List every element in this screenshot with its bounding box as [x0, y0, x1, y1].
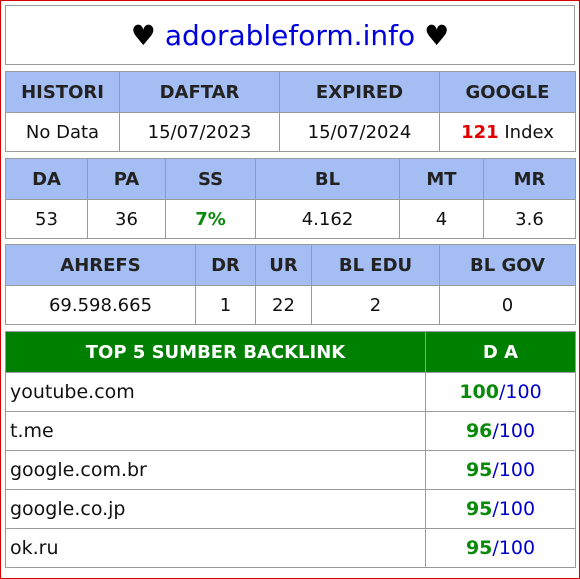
table-row: google.co.jp 95/100 — [5, 489, 576, 529]
da-value: 53 — [5, 199, 88, 239]
backlink-da-sep: / — [492, 459, 499, 481]
dr-value: 1 — [195, 285, 256, 325]
backlink-da-cell: 95/100 — [425, 450, 576, 490]
heart-left-icon: ♥ — [130, 18, 156, 52]
heart-right-icon: ♥ — [424, 18, 450, 52]
backlink-da-value: 96 — [465, 420, 493, 442]
backlink-da-value: 95 — [465, 498, 493, 520]
backlink-da-max: 100 — [498, 498, 536, 520]
header-daftar: DAFTAR — [119, 71, 280, 113]
header-mt: MT — [399, 158, 484, 200]
header-histori: HISTORI — [5, 71, 120, 113]
expiry-date: 15/07/2024 — [279, 112, 440, 152]
header-da: DA — [5, 158, 88, 200]
header-ahrefs: AHREFS — [5, 244, 196, 286]
backlink-da-cell: 95/100 — [425, 489, 576, 529]
pa-value: 36 — [87, 199, 166, 239]
bl-value: 4.162 — [255, 199, 400, 239]
header-bl-gov: BL GOV — [439, 244, 576, 286]
metrics-table: DA PA SS BL MT MR 53 36 7% 4.162 4 3.6 — [5, 158, 576, 239]
google-index-label: Index — [504, 121, 554, 143]
header-google: GOOGLE — [439, 71, 576, 113]
domain-title-box: ♥ adorableform.info ♥ — [5, 5, 575, 65]
google-index-count: 121 — [461, 121, 499, 143]
backlink-da-max: 100 — [498, 420, 536, 442]
backlink-domain[interactable]: ok.ru — [5, 528, 426, 568]
backlink-da-max: 100 — [505, 381, 542, 403]
domain-info-table: HISTORI DAFTAR EXPIRED GOOGLE No Data 15… — [5, 71, 576, 152]
mr-value: 3.6 — [483, 199, 576, 239]
backlink-da-max: 100 — [498, 459, 536, 481]
bl-gov-value: 0 — [439, 285, 576, 325]
header-ss: SS — [165, 158, 256, 200]
backlink-da-cell: 100/100 — [425, 372, 576, 412]
backlink-da-max: 100 — [498, 537, 536, 559]
mt-value: 4 — [399, 199, 484, 239]
table-row: youtube.com 100/100 — [5, 372, 576, 412]
backlink-da-value: 100 — [459, 381, 499, 403]
google-index-cell: 121 Index — [439, 112, 576, 152]
domain-name[interactable]: adorableform.info — [164, 18, 416, 52]
header-top-backlink: TOP 5 SUMBER BACKLINK — [5, 331, 426, 373]
registered-date: 15/07/2023 — [119, 112, 280, 152]
backlink-domain[interactable]: google.com.br — [5, 450, 426, 490]
history-value: No Data — [5, 112, 120, 152]
table-row: google.com.br 95/100 — [5, 450, 576, 490]
header-pa: PA — [87, 158, 166, 200]
backlink-da-sep: / — [499, 381, 506, 403]
backlink-domain[interactable]: youtube.com — [5, 372, 426, 412]
backlink-da-sep: / — [492, 537, 499, 559]
table-row: t.me 96/100 — [5, 411, 576, 451]
backlink-domain[interactable]: t.me — [5, 411, 426, 451]
backlink-da-value: 95 — [465, 459, 493, 481]
header-dr: DR — [195, 244, 256, 286]
backlink-table: TOP 5 SUMBER BACKLINK D A youtube.com 10… — [5, 331, 576, 568]
backlink-da-cell: 96/100 — [425, 411, 576, 451]
ur-value: 22 — [255, 285, 312, 325]
backlink-da-value: 95 — [465, 537, 493, 559]
header-backlink-da: D A — [425, 331, 576, 373]
header-bl: BL — [255, 158, 400, 200]
ss-value: 7% — [165, 199, 256, 239]
backlink-domain[interactable]: google.co.jp — [5, 489, 426, 529]
header-expired: EXPIRED — [279, 71, 440, 113]
backlink-da-cell: 95/100 — [425, 528, 576, 568]
ahrefs-value: 69.598.665 — [5, 285, 196, 325]
backlink-da-sep: / — [492, 498, 499, 520]
backlink-da-sep: / — [492, 420, 499, 442]
ahrefs-table: AHREFS DR UR BL EDU BL GOV 69.598.665 1 … — [5, 244, 576, 325]
bl-edu-value: 2 — [311, 285, 440, 325]
header-ur: UR — [255, 244, 312, 286]
header-bl-edu: BL EDU — [311, 244, 440, 286]
header-mr: MR — [483, 158, 576, 200]
table-row: ok.ru 95/100 — [5, 528, 576, 568]
